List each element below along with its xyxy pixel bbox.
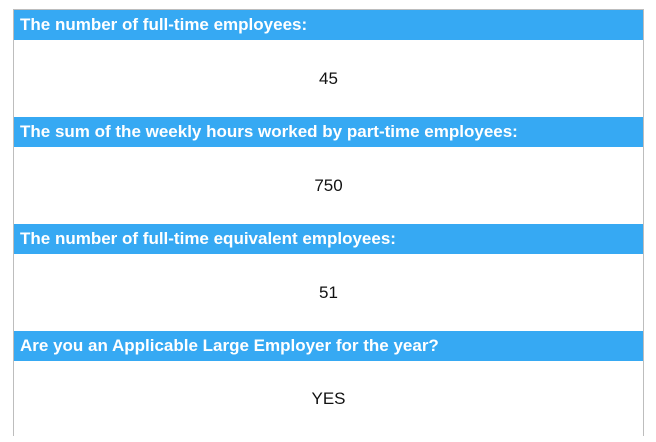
part-time-hours-value: 750 [14, 147, 643, 224]
ale-results-panel: The number of full-time employees: 45 Th… [13, 9, 644, 436]
fte-employees-label: The number of full-time equivalent emplo… [14, 224, 643, 254]
fte-employees-section: The number of full-time equivalent emplo… [14, 224, 643, 331]
ale-status-section: Are you an Applicable Large Employer for… [14, 331, 643, 436]
full-time-employees-section: The number of full-time employees: 45 [14, 10, 643, 117]
part-time-hours-label: The sum of the weekly hours worked by pa… [14, 117, 643, 147]
ale-status-label: Are you an Applicable Large Employer for… [14, 331, 643, 361]
part-time-hours-section: The sum of the weekly hours worked by pa… [14, 117, 643, 224]
full-time-employees-value: 45 [14, 40, 643, 117]
fte-employees-value: 51 [14, 254, 643, 331]
full-time-employees-label: The number of full-time employees: [14, 10, 643, 40]
ale-status-value: YES [14, 361, 643, 436]
